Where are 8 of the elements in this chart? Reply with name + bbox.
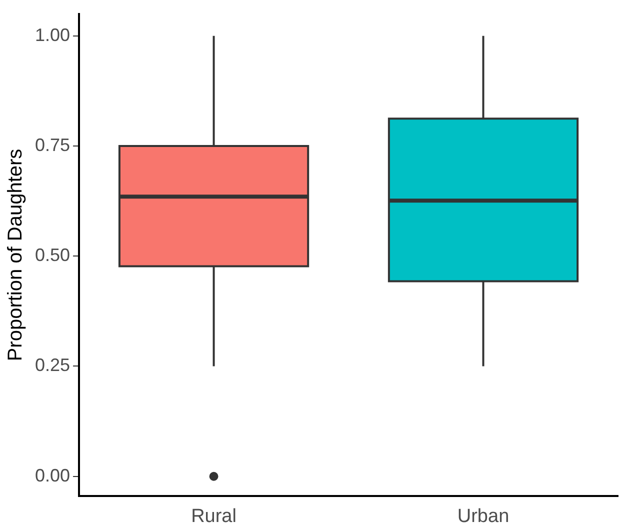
y-tick-label: 0.00 — [34, 465, 70, 486]
y-tick-label: 0.25 — [34, 355, 70, 376]
x-tick-label: Rural — [191, 506, 236, 527]
x-tick-label: Urban — [457, 506, 510, 527]
y-axis-title: Proportion of Daughters — [4, 148, 27, 362]
y-tick-label: 1.00 — [34, 24, 70, 45]
y-tick-label: 0.75 — [34, 134, 70, 155]
y-tick-label: 0.50 — [34, 245, 70, 266]
